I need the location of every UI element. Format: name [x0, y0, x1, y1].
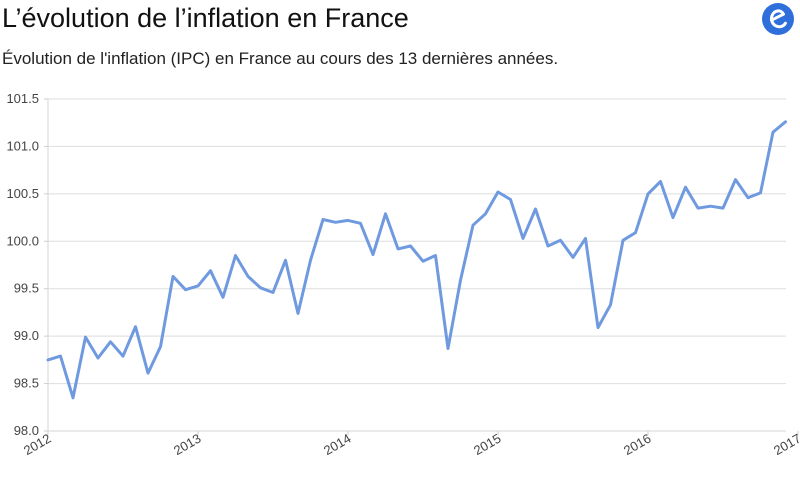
y-tick-label: 101.5 — [6, 91, 39, 106]
y-tick-label: 101.0 — [6, 138, 39, 153]
y-tick-label: 98.5 — [14, 376, 39, 391]
x-tick-label: 2013 — [171, 431, 204, 458]
y-tick-label: 100.0 — [6, 233, 39, 248]
x-tick-label: 2017 — [771, 431, 800, 458]
y-tick-label: 99.5 — [14, 281, 39, 296]
e-brand-icon[interactable] — [761, 2, 795, 36]
logo-e-mark — [770, 9, 787, 29]
x-tick-label: 2016 — [621, 431, 654, 458]
y-tick-label: 100.5 — [6, 186, 39, 201]
x-tick-label: 2015 — [471, 431, 504, 458]
y-tick-label: 99.0 — [14, 328, 39, 343]
x-tick-label: 2014 — [321, 431, 354, 458]
logo-circle — [762, 3, 794, 35]
y-tick-label: 98.0 — [14, 423, 39, 438]
chart-subtitle: Évolution de l'inflation (IPC) en France… — [2, 49, 559, 68]
series-line — [46, 120, 787, 400]
series-ipc — [46, 120, 787, 400]
x-tick-labels: 2012 2013 2014 2015 2016 2017 — [21, 431, 800, 458]
chart-title: L’évolution de l’inflation en France — [2, 3, 409, 33]
gridlines — [48, 98, 786, 385]
y-tick-labels: 98.0 98.5 99.0 99.5 100.0 100.5 101.0 101.5 — [6, 91, 48, 438]
